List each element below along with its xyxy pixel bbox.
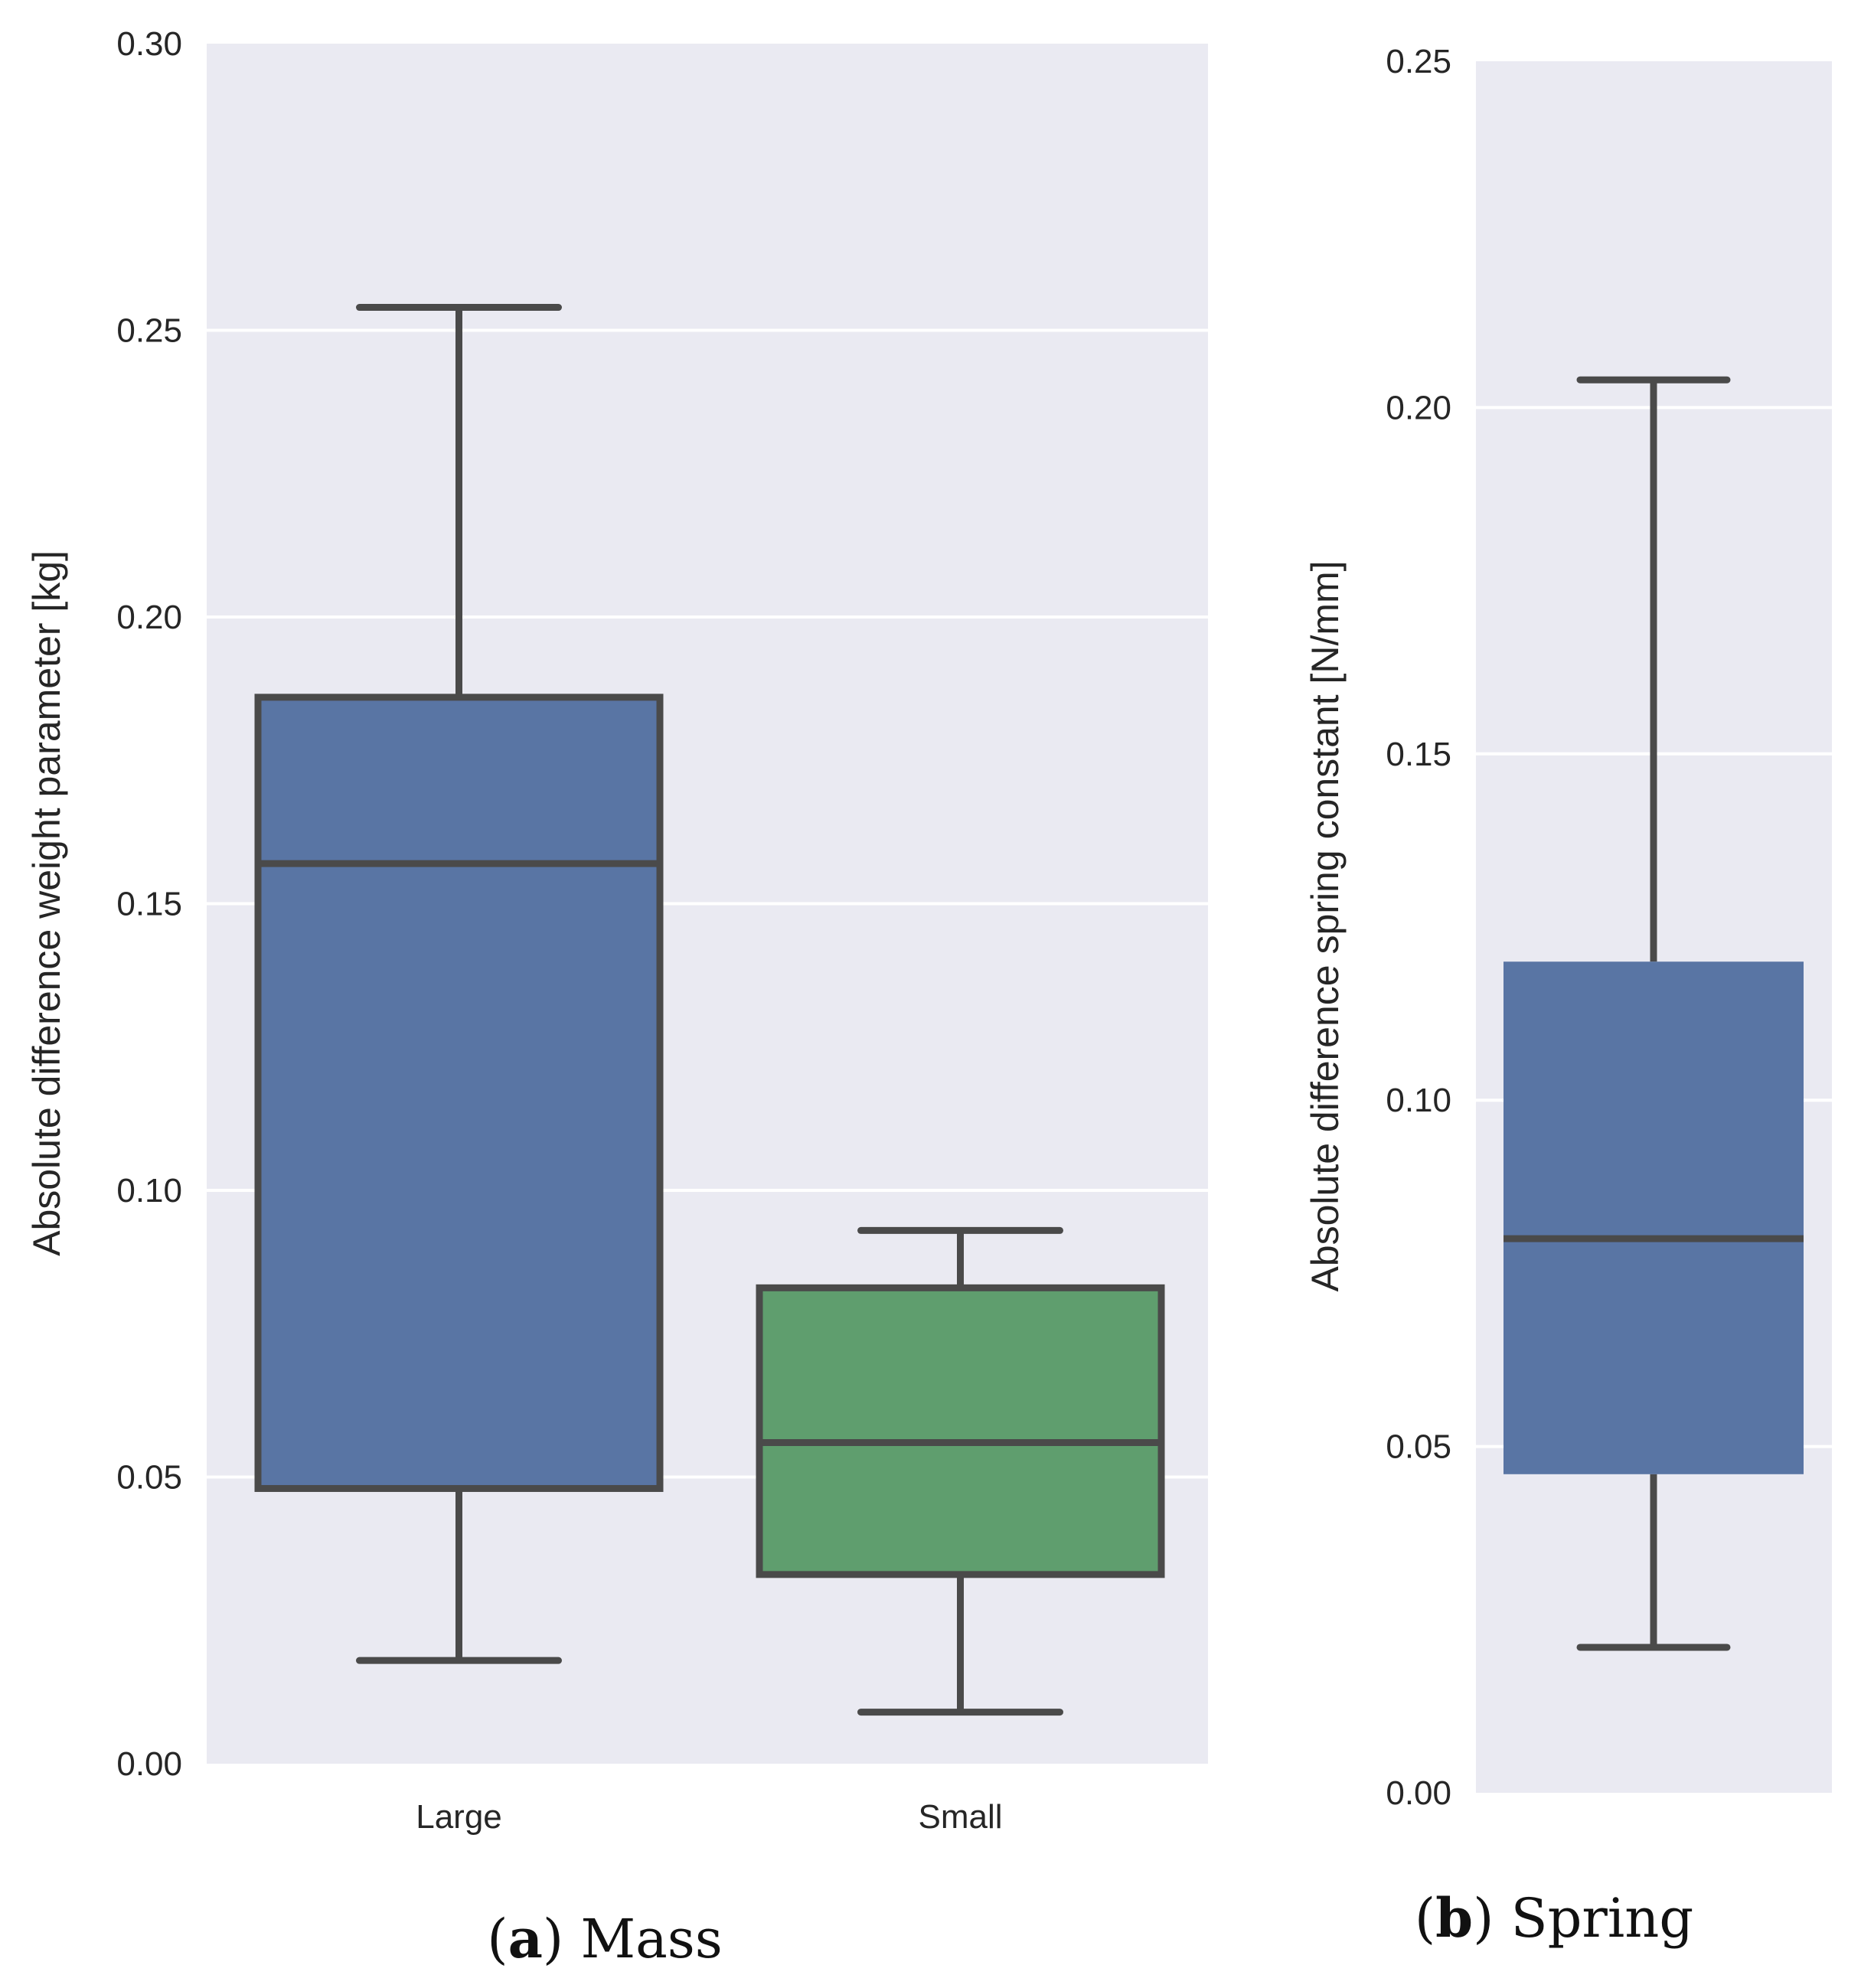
y-tick-label: 0.20 [116,599,182,636]
spring-caption: (b) Spring [1415,1886,1693,1950]
y-tick-label: 0.00 [1386,1774,1451,1812]
y-tick-label: 0.15 [1386,736,1451,773]
mass-x-tick-labels: Large Small [416,1798,1002,1836]
y-tick-label: 0.25 [116,312,182,350]
box-large [254,304,664,1664]
box-body [1503,961,1804,1474]
y-tick-label: 0.30 [116,25,182,63]
box-small [756,1226,1165,1716]
x-tick-label-large: Large [416,1798,502,1836]
y-tick-label: 0.20 [1386,389,1451,426]
y-tick-label: 0.10 [1386,1082,1451,1119]
spring-y-axis-label: Absolute difference spring constant [N/m… [1304,560,1347,1291]
y-tick-label: 0.25 [1386,43,1451,80]
mass-chart: 0.000.050.100.150.200.250.30 Large Small … [25,25,1208,1970]
spring-boxes [1503,376,1804,1651]
y-tick-label: 0.05 [116,1459,182,1497]
mass-boxes [254,304,1165,1716]
mass-y-axis-label: Absolute difference weight parameter [kg… [25,550,68,1256]
spring-y-tick-labels: 0.00 0.05 0.10 0.15 0.20 0.25 [1386,43,1451,1812]
box-spring [1503,376,1804,1651]
mass-caption: (a) Mass [487,1907,723,1970]
y-tick-label: 0.10 [116,1172,182,1209]
y-tick-label: 0.00 [116,1745,182,1783]
box-body [254,694,664,1492]
box-body [756,1284,1165,1578]
spring-chart: 0.00 0.05 0.10 0.15 0.20 0.25 Absolute differ… [1304,43,1832,1950]
y-tick-label: 0.15 [116,886,182,923]
mass-y-tick-labels: 0.00 0.05 0.10 0.15 0.20 0.25 0.30 [116,25,182,1783]
x-tick-label-small: Small [918,1798,1002,1836]
y-tick-label: 0.05 [1386,1428,1451,1466]
